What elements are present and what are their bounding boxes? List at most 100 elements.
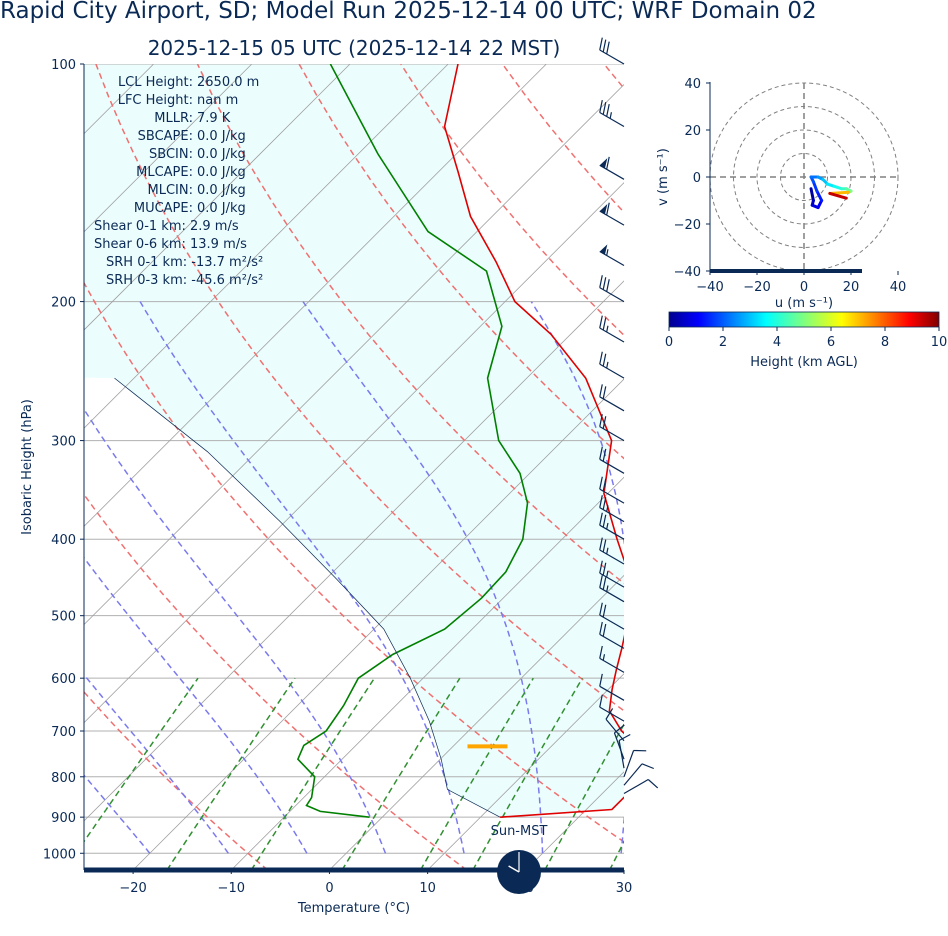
barb-flag bbox=[602, 101, 607, 115]
barb-half bbox=[606, 361, 609, 369]
isotherm-line bbox=[84, 182, 624, 724]
y-tick-label: 900 bbox=[51, 811, 76, 826]
wind-barb bbox=[599, 384, 625, 412]
barb-flag bbox=[599, 673, 603, 687]
skew-t-background bbox=[84, 64, 769, 870]
y-tick-label: 600 bbox=[51, 672, 76, 687]
time-clock: Sun-MST bbox=[491, 824, 547, 894]
isotherm-line bbox=[84, 64, 547, 527]
barb-flag bbox=[602, 448, 607, 462]
wind-barb bbox=[599, 315, 625, 343]
barb-half bbox=[602, 654, 606, 661]
wind-barb bbox=[613, 724, 625, 760]
barb-flag bbox=[602, 604, 607, 618]
chart-subtitle: 2025-12-15 05 UTC (2025-12-14 22 MST) bbox=[147, 36, 561, 60]
wind-barb bbox=[599, 621, 625, 649]
colorbar-label: Height (km AGL) bbox=[750, 355, 858, 370]
hodograph-segment bbox=[811, 180, 819, 193]
barb-flag bbox=[599, 645, 603, 659]
barb-staff bbox=[599, 614, 625, 630]
colorbar-tick-label: 10 bbox=[931, 335, 948, 350]
barb-half bbox=[606, 570, 609, 578]
wind-barb bbox=[599, 575, 625, 603]
index-value: nan m bbox=[197, 93, 238, 108]
barb-staff bbox=[599, 633, 625, 649]
x-tick-label: 0 bbox=[325, 881, 333, 896]
wind-barb bbox=[599, 414, 625, 442]
index-value: 7.9 K bbox=[197, 111, 231, 126]
barb-flag bbox=[599, 621, 603, 635]
wind-barb bbox=[599, 275, 625, 303]
hodograph-trace bbox=[809, 175, 853, 210]
barb-staff bbox=[599, 685, 625, 701]
barb-flag bbox=[602, 353, 607, 367]
wind-barb bbox=[599, 537, 625, 565]
mixing-ratio-line bbox=[341, 677, 461, 870]
barb-staff bbox=[599, 488, 625, 504]
index-value: 0.0 J/kg bbox=[197, 165, 246, 180]
wind-barb bbox=[623, 763, 654, 786]
dry-adiabat bbox=[196, 64, 624, 585]
barb-staff bbox=[623, 750, 635, 778]
mixing-ratio-line bbox=[250, 677, 376, 870]
mixing-ratio-line bbox=[419, 677, 534, 870]
hodograph-y-tick-label: −40 bbox=[674, 265, 701, 280]
hodograph-axes: −40 −20 0 20 40 40 20 0 −20 −40 u (m s⁻¹) v (m s⁻¹) bbox=[656, 77, 906, 311]
dry-adiabat bbox=[298, 64, 624, 460]
isotherm-line bbox=[84, 64, 449, 429]
barb-half bbox=[606, 325, 609, 333]
hodograph-y-label: v (m s⁻¹) bbox=[656, 148, 671, 206]
hodograph-x-label: u (m s⁻¹) bbox=[775, 296, 833, 311]
index-label: LFC Height: bbox=[118, 93, 193, 108]
index-value: 0.0 J/kg bbox=[197, 147, 246, 162]
barb-staff bbox=[599, 426, 625, 442]
wind-barb bbox=[599, 512, 625, 540]
barb-flag bbox=[599, 315, 603, 329]
barb-flag bbox=[633, 749, 647, 752]
barb-flag bbox=[599, 512, 603, 526]
barb-staff bbox=[599, 706, 625, 722]
colorbar-tick-label: 4 bbox=[773, 335, 781, 350]
colorbar-tick-label: 6 bbox=[827, 335, 835, 350]
moist-adiabat bbox=[84, 407, 387, 854]
skew-t-data bbox=[114, 64, 624, 818]
mixing-ratio-line bbox=[84, 677, 199, 843]
hodograph-segment bbox=[809, 187, 815, 202]
barb-flag bbox=[606, 202, 610, 216]
barb-flag bbox=[602, 317, 607, 331]
wind-barb bbox=[599, 602, 625, 630]
x-axis-label: Temperature (°C) bbox=[297, 901, 410, 916]
index-line: SRH 0-3 km: -45.6 m²/s² bbox=[106, 273, 263, 288]
barb-flag bbox=[599, 37, 603, 51]
x-tick-label: −20 bbox=[119, 881, 146, 896]
index-line: Shear 0-6 km: 13.9 m/s bbox=[94, 237, 247, 252]
colorbar-tick-label: 0 bbox=[665, 335, 673, 350]
y-tick-label: 200 bbox=[51, 296, 76, 311]
barb-staff bbox=[599, 396, 625, 412]
wind-barb bbox=[599, 244, 625, 267]
height-colorbar: 0 2 4 6 8 10 Height (km AGL) bbox=[665, 311, 948, 370]
moist-adiabat bbox=[84, 774, 151, 854]
colorbar-tick-label: 2 bbox=[719, 335, 727, 350]
isotherm-line bbox=[84, 83, 624, 626]
index-value: 0.0 J/kg bbox=[197, 183, 246, 198]
barb-flag bbox=[602, 478, 607, 492]
barb-flag bbox=[614, 724, 625, 734]
wind-barb bbox=[599, 99, 625, 128]
moist-adiabat bbox=[700, 302, 769, 854]
barb-flag bbox=[605, 708, 614, 720]
hodograph-x-tick-label: 40 bbox=[890, 280, 907, 295]
y-tick-label: 500 bbox=[51, 610, 76, 625]
barb-flag bbox=[599, 351, 603, 365]
isotherm-line bbox=[623, 869, 624, 870]
moist-adiabat bbox=[139, 301, 465, 854]
index-value: 0.0 J/kg bbox=[197, 129, 246, 144]
hodograph-segment bbox=[815, 189, 824, 202]
dewpoint-line bbox=[296, 64, 529, 818]
barb-flag bbox=[599, 560, 603, 574]
barb-flag bbox=[602, 514, 607, 528]
wind-barb bbox=[623, 749, 647, 778]
wind-barb bbox=[599, 476, 625, 504]
y-tick-label: 400 bbox=[51, 533, 76, 548]
